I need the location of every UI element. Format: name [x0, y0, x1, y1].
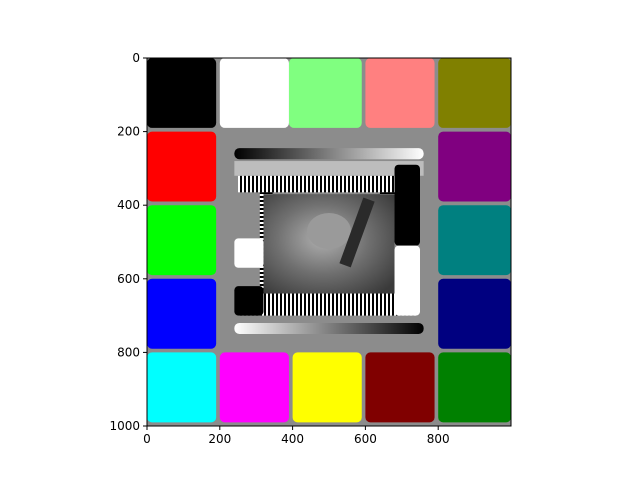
swatch-black	[147, 58, 217, 128]
inner-black-top-right	[394, 164, 420, 246]
y-tick-label-1000: 1000	[109, 419, 140, 433]
inner-black-bottom-left	[234, 286, 264, 316]
inner-white-left	[234, 238, 264, 268]
bottom-gradient	[234, 322, 424, 334]
y-tick-label-0: 0	[132, 51, 140, 65]
x-tick-label-200: 200	[208, 432, 231, 446]
swatch-cyan	[147, 352, 217, 423]
swatch-purple	[438, 131, 511, 202]
plot-area	[147, 58, 511, 426]
swatch-yellow	[292, 352, 362, 423]
y-tick-label-400: 400	[117, 198, 140, 212]
swatch-olive	[438, 58, 511, 128]
inner-white-right	[394, 245, 420, 316]
x-tick-label-600: 600	[354, 432, 377, 446]
x-tick-label-800: 800	[427, 432, 450, 446]
photo-shadow	[339, 197, 375, 268]
swatch-red	[147, 131, 217, 202]
color-swatches	[147, 58, 511, 423]
swatch-lime	[147, 205, 217, 276]
y-tick-label-800: 800	[117, 345, 140, 359]
top-gradient	[234, 148, 424, 160]
stripe-top	[238, 175, 417, 193]
swatch-magenta	[219, 352, 289, 423]
swatch-maroon	[365, 352, 435, 423]
swatch-blue	[147, 278, 217, 349]
swatch-navy	[438, 278, 511, 349]
center-test-pattern	[234, 161, 424, 316]
swatch-lightgreen	[288, 58, 362, 128]
x-axis: 0 200 400 600 800	[143, 426, 450, 446]
stripe-bottom	[238, 293, 417, 316]
y-axis: 0 200 400 600 800 1000	[109, 51, 147, 433]
swatch-teal	[438, 205, 511, 276]
x-tick-label-0: 0	[143, 432, 151, 446]
inner-grey-band	[234, 161, 424, 176]
y-tick-label-600: 600	[117, 272, 140, 286]
x-tick-label-400: 400	[281, 432, 304, 446]
gradient-bars	[234, 148, 424, 334]
y-tick-label-200: 200	[117, 125, 140, 139]
swatch-white	[219, 58, 289, 128]
swatch-salmon	[365, 58, 435, 128]
photo-highlight	[307, 212, 351, 249]
axes-frame	[146, 57, 512, 427]
swatch-green	[438, 352, 511, 423]
